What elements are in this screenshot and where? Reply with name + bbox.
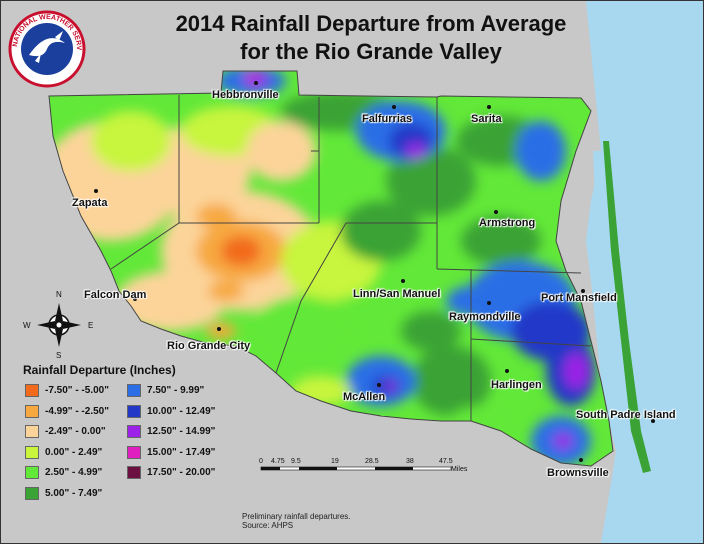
legend-swatch <box>25 404 39 418</box>
city-dot <box>401 279 405 283</box>
city-label-linn-san-manuel: Linn/San Manuel <box>353 288 441 300</box>
city-dot <box>651 419 655 423</box>
legend-label: 2.50" - 4.99" <box>45 467 103 479</box>
city-label-raymondville: Raymondville <box>449 311 521 323</box>
legend-label: 0.00" - 2.49" <box>45 446 103 458</box>
legend-item: -7.50" - -5.00" <box>25 384 109 397</box>
city-dot <box>579 458 583 462</box>
source-note: Preliminary rainfall departures. Source:… <box>242 512 351 530</box>
scale-tick: 28.5 <box>365 458 379 465</box>
legend-label: 7.50" - 9.99" <box>147 385 205 397</box>
compass-w: W <box>23 321 31 330</box>
city-dot <box>94 189 98 193</box>
city-label-hebbronville: Hebbronville <box>212 89 279 101</box>
rainfall-field <box>49 71 613 466</box>
legend-label: 15.00" - 17.49" <box>147 446 216 458</box>
scale-tick: 9.5 <box>291 458 301 465</box>
city-dot <box>581 289 585 293</box>
city-dot <box>133 297 137 301</box>
city-label-harlingen: Harlingen <box>491 379 542 391</box>
compass-s: S <box>56 351 62 360</box>
legend-label: -4.99" - -2.50" <box>45 405 109 417</box>
scale-bar <box>260 466 452 471</box>
padre-island <box>603 141 651 473</box>
city-label-rio-grande-city: Rio Grande City <box>167 340 251 352</box>
compass-n: N <box>56 290 62 299</box>
county-boundaries <box>48 70 614 467</box>
city-label-mcallen: McAllen <box>343 391 386 403</box>
legend-swatch <box>127 425 141 438</box>
compass-rose <box>37 303 81 347</box>
title-line-2: for the Rio Grande Valley <box>240 39 502 64</box>
legend-item: 0.00" - 2.49" <box>25 445 103 459</box>
scale-tick: 4.75 <box>271 458 285 465</box>
city-label-zapata: Zapata <box>72 197 108 209</box>
scale-tick: 47.5 <box>439 458 453 465</box>
legend-item: 7.50" - 9.99" <box>127 384 204 397</box>
city-label-port-mansfield: Port Mansfield <box>541 292 617 304</box>
scale-unit: Miles <box>451 466 468 473</box>
legend: Rainfall Departure (Inches) <box>23 363 263 377</box>
legend-swatch <box>127 384 141 397</box>
legend-item: 12.50" - 14.99" <box>127 425 215 438</box>
legend-label: 17.50" - 20.00" <box>147 467 216 479</box>
scale-tick: 19 <box>331 458 339 465</box>
laguna-madre <box>593 151 635 471</box>
city-label-south-padre-island: South Padre Island <box>576 409 676 421</box>
legend-swatch <box>25 466 39 479</box>
city-label-sarita: Sarita <box>471 113 502 125</box>
legend-label: 12.50" - 14.99" <box>147 426 216 438</box>
city-dot <box>254 81 258 85</box>
compass-e: E <box>88 321 94 330</box>
legend-label: 10.00" - 12.49" <box>147 405 216 417</box>
legend-label: -7.50" - -5.00" <box>45 385 109 397</box>
scale-tick: 38 <box>406 458 414 465</box>
legend-item: 17.50" - 20.00" <box>127 466 215 479</box>
city-dot <box>505 369 509 373</box>
city-dot <box>487 105 491 109</box>
city-dot <box>217 327 221 331</box>
title-line-1: 2014 Rainfall Departure from Average <box>175 11 567 36</box>
city-dot <box>392 105 396 109</box>
city-label-brownsville: Brownsville <box>547 467 609 479</box>
legend-swatch <box>25 445 39 459</box>
city-dot <box>377 383 381 387</box>
legend-item: -4.99" - -2.50" <box>25 404 109 418</box>
legend-swatch <box>127 445 141 459</box>
legend-title: Rainfall Departure (Inches) <box>23 363 176 377</box>
legend-item: 10.00" - 12.49" <box>127 404 216 418</box>
city-label-armstrong: Armstrong <box>479 217 536 229</box>
city-dot <box>487 301 491 305</box>
nws-logo: NATIONAL WEATHER SERVICE <box>4 4 87 94</box>
legend-swatch <box>127 404 141 418</box>
legend-swatch <box>127 466 141 479</box>
note-line-2: Source: AHPS <box>242 521 294 530</box>
city-dot <box>494 210 498 214</box>
legend-swatch <box>25 384 39 397</box>
scale-tick: 0 <box>259 458 263 465</box>
city-label-falfurrias: Falfurrias <box>362 113 413 125</box>
legend-item: 2.50" - 4.99" <box>25 466 102 479</box>
legend-item: 5.00" - 7.49" <box>25 486 103 500</box>
note-line-1: Preliminary rainfall departures. <box>242 512 351 521</box>
legend-item: 15.00" - 17.49" <box>127 445 216 459</box>
legend-swatch <box>25 425 39 438</box>
legend-label: 5.00" - 7.49" <box>45 487 103 499</box>
legend-item: -2.49" - 0.00" <box>25 425 106 438</box>
city-label-falcon-dam: Falcon Dam <box>84 289 147 301</box>
legend-swatch <box>25 486 39 500</box>
legend-label: -2.49" - 0.00" <box>45 426 106 438</box>
